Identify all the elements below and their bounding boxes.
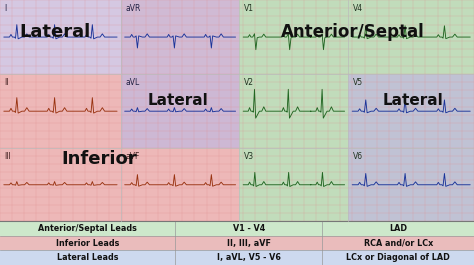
Bar [0,221,474,236]
Text: aVF: aVF [126,152,140,161]
Bar [0,250,474,265]
Text: aVR: aVR [126,4,141,13]
Text: V5: V5 [353,78,363,87]
Bar [0,0,239,74]
Text: LCx or Diagonal of LAD: LCx or Diagonal of LAD [346,253,450,262]
Bar [121,74,239,148]
Text: III: III [5,152,11,161]
Text: Inferior Leads: Inferior Leads [56,239,119,248]
Text: II, III, aVF: II, III, aVF [227,239,271,248]
Bar [0,74,239,221]
Text: V2: V2 [244,78,254,87]
Text: I: I [5,4,7,13]
Text: Lateral: Lateral [147,93,208,108]
Text: Lateral: Lateral [19,23,90,41]
Text: Anterior/Septal Leads: Anterior/Septal Leads [38,224,137,233]
Text: II: II [5,78,9,87]
Text: Anterior/Septal: Anterior/Septal [281,23,425,41]
Text: V6: V6 [353,152,363,161]
Text: LAD: LAD [389,224,407,233]
Text: V1: V1 [244,4,254,13]
Text: RCA and/or LCx: RCA and/or LCx [364,239,433,248]
Text: aVL: aVL [126,78,140,87]
Text: V4: V4 [353,4,363,13]
Text: I, aVL, V5 - V6: I, aVL, V5 - V6 [217,253,281,262]
Bar [121,0,239,74]
Text: V1 - V4: V1 - V4 [233,224,265,233]
Bar [348,74,474,221]
Text: V3: V3 [244,152,254,161]
Text: Lateral: Lateral [383,93,444,108]
Bar [0,236,474,250]
Text: Lateral Leads: Lateral Leads [57,253,118,262]
Text: Inferior: Inferior [62,150,137,168]
Bar [239,0,474,221]
